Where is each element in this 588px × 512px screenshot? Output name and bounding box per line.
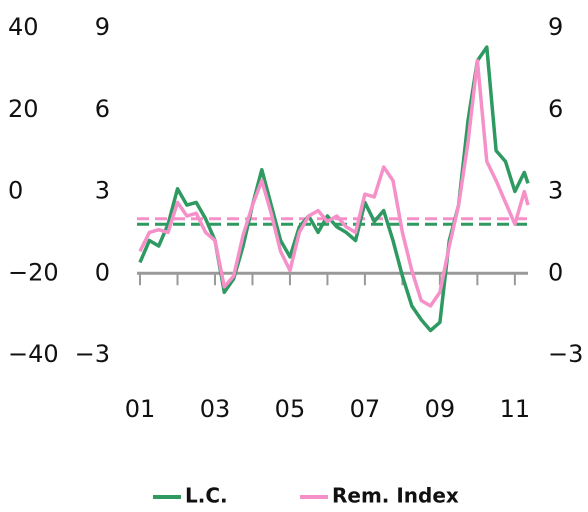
x-tick-label: 09 (425, 395, 456, 423)
yticks-label: 0 (95, 258, 110, 286)
x-tick-label: 11 (500, 395, 531, 423)
y3ticks-label: −40 (8, 340, 59, 368)
yticks-label: 9 (95, 13, 110, 41)
series-line (138, 58, 530, 308)
y2ticks-label: −3 (548, 340, 583, 368)
y2ticks-label: 9 (548, 13, 563, 41)
yticks-label: 3 (95, 177, 110, 205)
series-line (138, 45, 530, 333)
x-tick-label: 01 (125, 395, 156, 423)
legend-label: Rem. Index (332, 484, 459, 508)
y2ticks-label: 0 (548, 258, 563, 286)
y2ticks-label: 6 (548, 95, 563, 123)
y3ticks-label: 20 (8, 95, 39, 123)
legend-label: L.C. (185, 484, 228, 508)
x-tick-label: 07 (350, 395, 381, 423)
y3ticks-label: 40 (8, 13, 39, 41)
y3ticks-label: 0 (8, 177, 23, 205)
x-tick-label: 05 (275, 395, 306, 423)
yticks-label: −3 (75, 340, 110, 368)
y2ticks-label: 3 (548, 177, 563, 205)
y3ticks-label: −20 (8, 258, 59, 286)
x-tick-label: 03 (200, 395, 231, 423)
yticks-label: 6 (95, 95, 110, 123)
